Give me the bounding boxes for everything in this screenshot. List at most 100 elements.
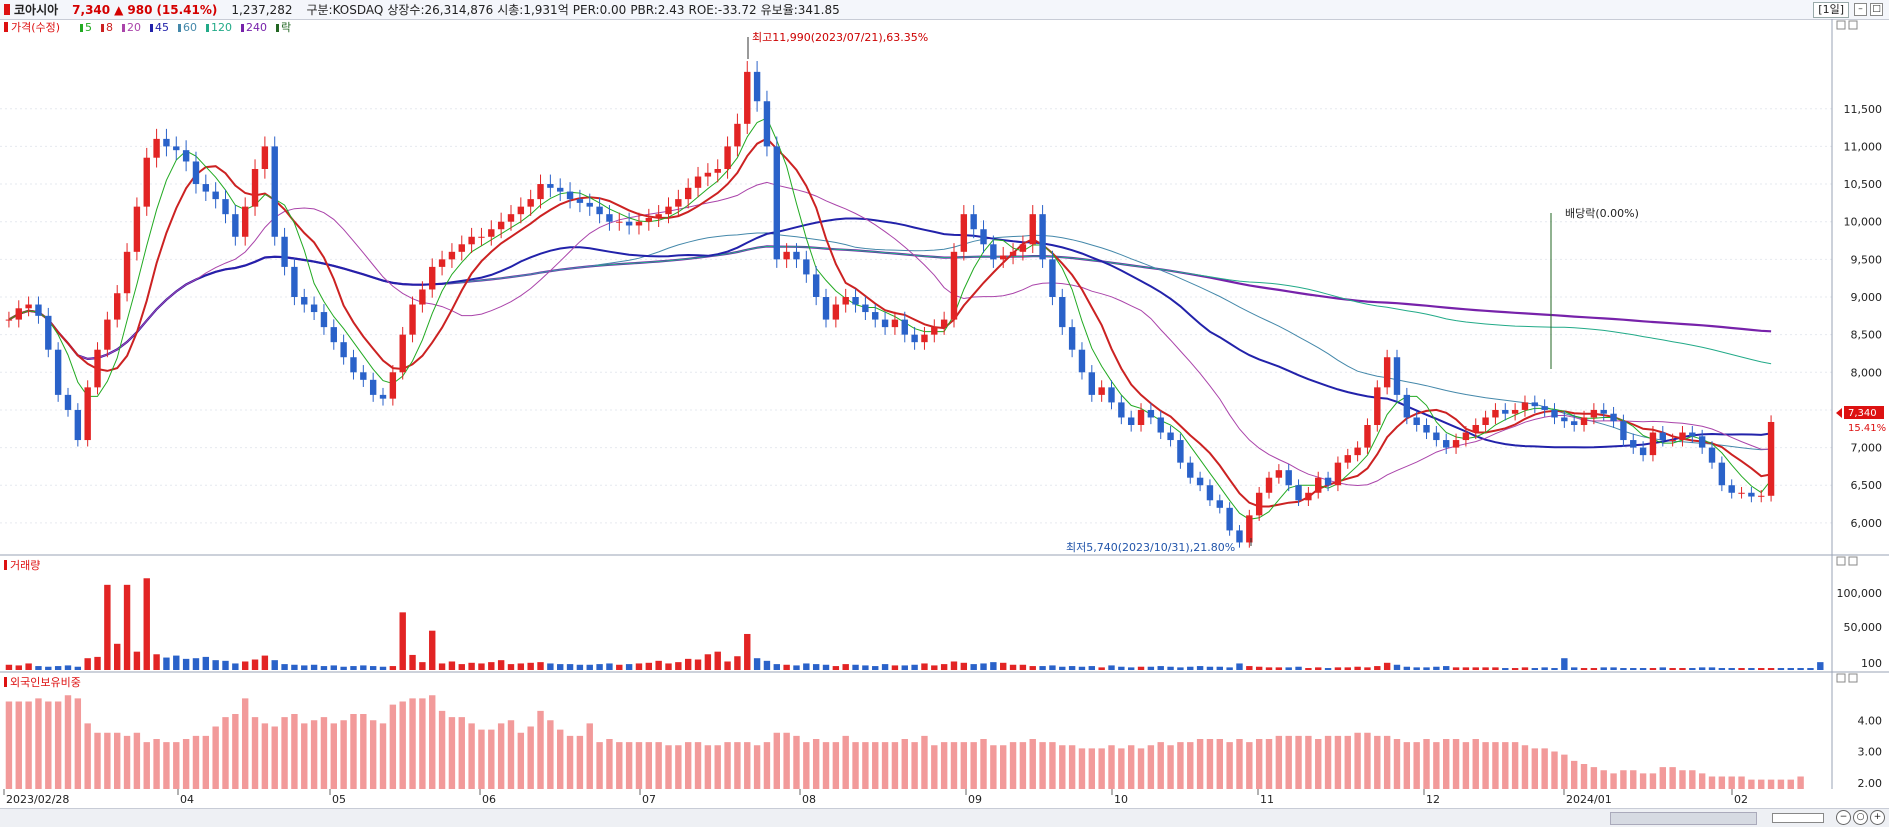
candle xyxy=(1374,387,1381,425)
candle xyxy=(1403,394,1411,418)
candle xyxy=(291,266,298,297)
foreign-bar xyxy=(133,732,141,789)
foreign-bar xyxy=(64,695,72,789)
foreign-close-icon[interactable] xyxy=(1848,673,1858,683)
zoom-slider[interactable] xyxy=(1772,813,1824,823)
candle xyxy=(232,214,239,237)
zoom-in-icon[interactable]: + xyxy=(1870,810,1885,825)
foreign-bar xyxy=(1600,770,1607,789)
volume-bar xyxy=(606,663,613,670)
foreign-bar xyxy=(1275,735,1283,789)
period-selector[interactable]: [1일] xyxy=(1813,2,1849,18)
price-tick-label: 8,500 xyxy=(1851,329,1883,342)
candle xyxy=(241,206,249,237)
foreign-bar xyxy=(1521,745,1529,789)
foreign-bar xyxy=(1511,742,1519,789)
candle xyxy=(911,334,918,343)
volume-bar xyxy=(911,664,918,670)
candle xyxy=(921,334,928,343)
volume-bar xyxy=(1383,662,1391,670)
volume-bar xyxy=(1255,666,1263,670)
foreign-bar xyxy=(15,701,22,789)
price-tick-label: 6,500 xyxy=(1851,479,1883,492)
volume-bar xyxy=(783,664,790,670)
stock-name[interactable]: 코아시아 xyxy=(14,3,59,17)
volume-bar xyxy=(645,662,653,670)
volume-tick-label: 100 xyxy=(1861,657,1882,670)
volume-bar xyxy=(1807,668,1814,670)
candle xyxy=(1118,402,1125,418)
candle xyxy=(744,71,751,124)
ma-legend-label: 8 xyxy=(106,21,113,34)
candle xyxy=(1472,425,1479,433)
volume-bar xyxy=(891,665,899,670)
volume-bar xyxy=(1728,668,1735,670)
foreign-bar xyxy=(1393,739,1401,789)
maximize-icon[interactable]: □ xyxy=(1870,3,1883,16)
volume-bar xyxy=(852,664,859,670)
foreign-bar xyxy=(261,723,269,789)
price-collapse-icon[interactable] xyxy=(1836,20,1846,30)
low-annotation: 최저5,740(2023/10/31),21.80% xyxy=(1066,538,1252,554)
candle xyxy=(310,304,318,313)
foreign-bar xyxy=(1590,767,1598,789)
candle xyxy=(881,319,889,328)
candlesticks xyxy=(5,61,1775,548)
foreign-bar xyxy=(645,742,653,789)
foreign-bar xyxy=(655,742,662,789)
foreign-bar xyxy=(862,742,869,789)
foreign-bar xyxy=(507,720,515,789)
foreign-bar xyxy=(842,735,849,789)
volume-bar xyxy=(1738,668,1745,670)
foreign-bar xyxy=(566,735,574,789)
candle xyxy=(832,304,840,320)
volume-bar xyxy=(1472,667,1479,670)
volume-bar xyxy=(1324,668,1332,670)
candle xyxy=(1748,492,1755,497)
foreign-bar xyxy=(881,742,889,789)
volume-bar xyxy=(1748,668,1755,670)
ma-legend-marker xyxy=(80,24,83,32)
foreign-bar xyxy=(557,729,564,789)
zoom-out-icon[interactable]: − xyxy=(1836,810,1851,825)
volume-bar xyxy=(1767,668,1775,670)
volume-bar xyxy=(25,663,32,670)
volume-bar xyxy=(1167,666,1174,670)
foreign-bar xyxy=(616,742,623,789)
candle xyxy=(1246,515,1253,543)
price-close-icon[interactable] xyxy=(1848,20,1858,30)
minimize-icon[interactable]: – xyxy=(1854,3,1867,16)
ma-legend-label: 240 xyxy=(246,21,267,34)
volume-bar xyxy=(1482,667,1489,670)
candle xyxy=(163,138,170,147)
candle xyxy=(566,191,574,200)
stock-chart[interactable]: 가격(수정) 5 8 20 45 60 120 240 락 거래량 외국인보유비중 6,000… xyxy=(0,19,1889,808)
foreign-bar xyxy=(1098,748,1105,789)
volume-bar xyxy=(803,663,810,670)
foreign-bar xyxy=(675,745,682,789)
volume-bar xyxy=(1068,666,1076,670)
foreign-bar xyxy=(1364,732,1371,789)
candle xyxy=(1265,477,1273,493)
horizontal-scrollbar[interactable] xyxy=(1610,812,1757,825)
price-tick-label: 8,000 xyxy=(1851,366,1883,379)
volume-close-icon[interactable] xyxy=(1848,556,1858,566)
foreign-collapse-icon[interactable] xyxy=(1836,673,1846,683)
volume-bar xyxy=(704,654,712,670)
volume-bar xyxy=(596,664,603,670)
volume-collapse-icon[interactable] xyxy=(1836,556,1846,566)
volume-bar xyxy=(1344,667,1351,670)
candle xyxy=(1196,477,1204,486)
foreign-title-marker xyxy=(4,677,7,687)
volume-bar xyxy=(1364,667,1371,670)
volume-bar xyxy=(350,666,357,670)
volume-bar xyxy=(1492,667,1499,670)
volume-bar xyxy=(625,664,633,670)
foreign-bar xyxy=(734,742,741,789)
foreign-bar xyxy=(1639,773,1647,789)
zoom-reset-icon[interactable]: ○ xyxy=(1853,810,1868,825)
candle xyxy=(1315,477,1322,493)
foreign-bar xyxy=(1413,742,1420,789)
market-cap: 시총:1,931억 xyxy=(497,3,569,17)
candle xyxy=(1049,259,1056,297)
